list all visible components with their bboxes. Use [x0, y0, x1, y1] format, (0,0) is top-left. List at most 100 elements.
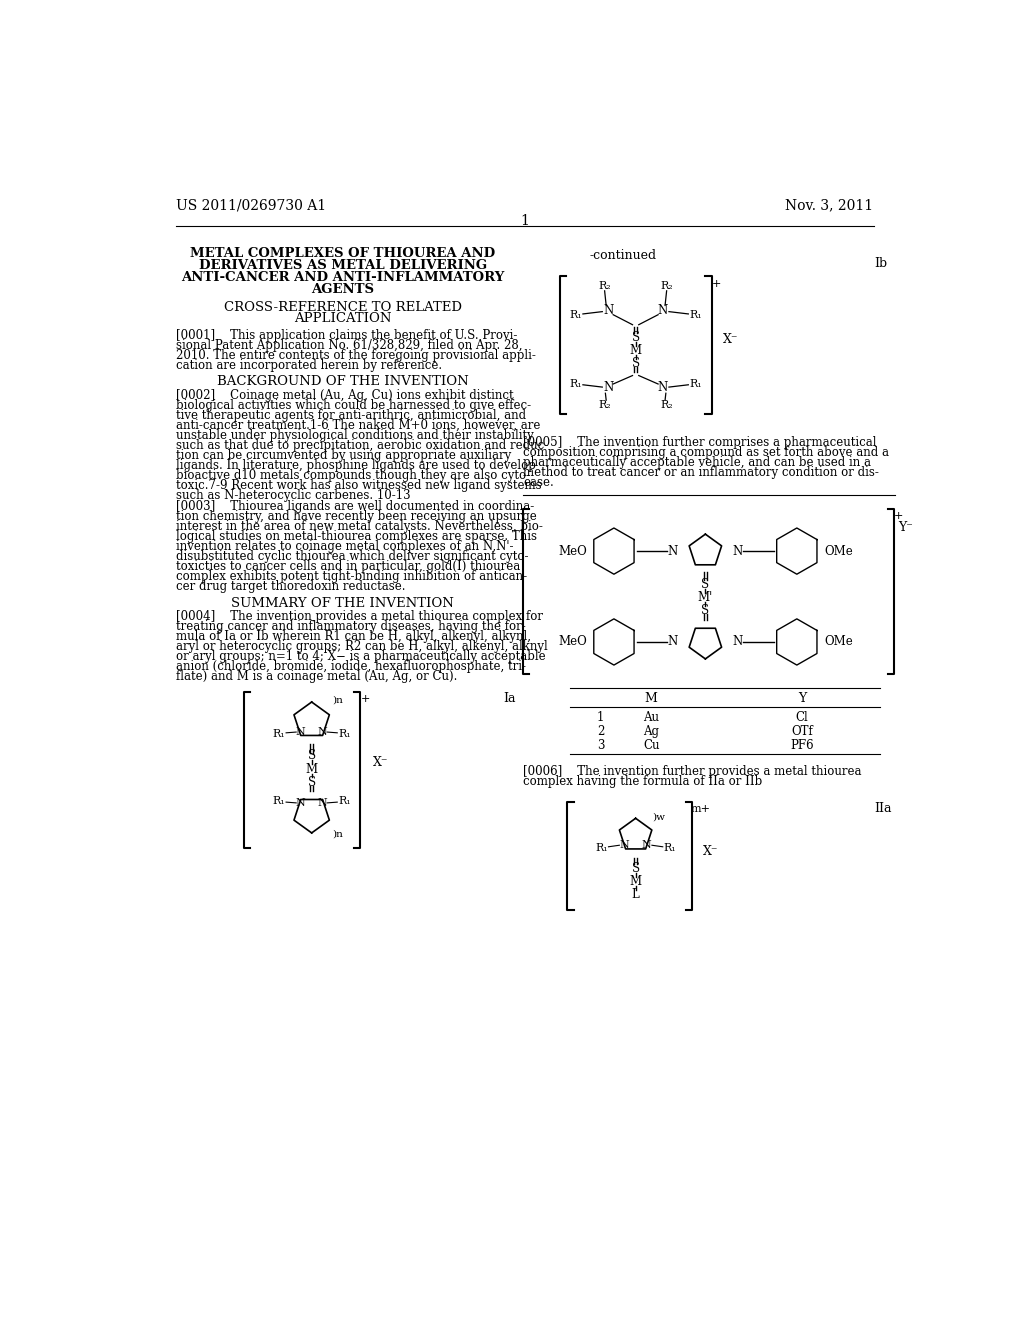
Text: +: +	[894, 511, 903, 521]
Text: N: N	[657, 305, 668, 317]
Text: Cl: Cl	[796, 711, 809, 723]
Text: CROSS-REFERENCE TO RELATED: CROSS-REFERENCE TO RELATED	[223, 301, 462, 314]
Text: R₂: R₂	[660, 281, 673, 292]
Text: S: S	[701, 603, 710, 616]
Text: anti-cancer treatment.1-6 The naked M+0 ions, however, are: anti-cancer treatment.1-6 The naked M+0 …	[176, 418, 541, 432]
Text: X⁻: X⁻	[703, 845, 719, 858]
Text: sional Patent Application No. 61/328,829, filed on Apr. 28,: sional Patent Application No. 61/328,829…	[176, 339, 522, 351]
Text: 3: 3	[597, 739, 604, 751]
Text: N: N	[296, 727, 306, 737]
Text: IIa: IIa	[873, 803, 891, 816]
Text: Cu: Cu	[643, 739, 659, 751]
Text: L: L	[632, 888, 640, 902]
Text: N: N	[317, 797, 328, 808]
Text: OMe: OMe	[824, 635, 853, 648]
Text: M: M	[630, 343, 642, 356]
Text: cation are incorporated herein by reference.: cation are incorporated herein by refere…	[176, 359, 442, 372]
Text: R₁: R₁	[338, 729, 350, 739]
Text: N: N	[642, 841, 651, 850]
Text: mula of Ia or Ib wherein R1 can be H, alkyl, alkenyl, alkynl,: mula of Ia or Ib wherein R1 can be H, al…	[176, 631, 531, 643]
Text: ANTI-CANCER AND ANTI-INFLAMMATORY: ANTI-CANCER AND ANTI-INFLAMMATORY	[181, 271, 505, 284]
Text: anion (chloride, bromide, iodide, hexafluorophosphate, tri-: anion (chloride, bromide, iodide, hexafl…	[176, 660, 526, 673]
Text: pharmaceutically acceptable vehicle, and can be used in a: pharmaceutically acceptable vehicle, and…	[523, 455, 871, 469]
Text: METAL COMPLEXES OF THIOUREA AND: METAL COMPLEXES OF THIOUREA AND	[190, 247, 496, 260]
Text: Au: Au	[643, 711, 659, 723]
Text: -continued: -continued	[589, 249, 656, 263]
Text: N: N	[733, 635, 743, 648]
Text: ease.: ease.	[523, 475, 554, 488]
Text: R₁: R₁	[595, 842, 608, 853]
Text: BACKGROUND OF THE INVENTION: BACKGROUND OF THE INVENTION	[217, 375, 469, 388]
Text: tion chemistry, and have recently been receiving an upsurge: tion chemistry, and have recently been r…	[176, 511, 537, 523]
Text: such as N-heterocyclic carbenes. 10-13: such as N-heterocyclic carbenes. 10-13	[176, 488, 411, 502]
Text: R₂: R₂	[660, 400, 673, 409]
Text: Nov. 3, 2011: Nov. 3, 2011	[785, 198, 873, 213]
Text: R₁: R₁	[272, 796, 286, 807]
Text: APPLICATION: APPLICATION	[294, 313, 391, 326]
Text: invention relates to coinage metal complexes of an N,N'-: invention relates to coinage metal compl…	[176, 540, 514, 553]
Text: such as that due to precipitation, aerobic oxidation and reduc-: such as that due to precipitation, aerob…	[176, 438, 548, 451]
Text: R₁: R₁	[689, 379, 701, 389]
Text: M: M	[630, 875, 642, 888]
Text: R₁: R₁	[689, 310, 701, 319]
Text: DERIVATIVES AS METAL DELIVERING: DERIVATIVES AS METAL DELIVERING	[199, 259, 486, 272]
Text: complex exhibits potent tight-binding inhibition of antican-: complex exhibits potent tight-binding in…	[176, 570, 527, 583]
Text: [0001]    This application claims the benefit of U.S. Provi-: [0001] This application claims the benef…	[176, 329, 517, 342]
Text: Ia: Ia	[503, 692, 515, 705]
Text: X⁻: X⁻	[722, 333, 738, 346]
Text: US 2011/0269730 A1: US 2011/0269730 A1	[176, 198, 327, 213]
Text: flate) and M is a coinage metal (Au, Ag, or Cu).: flate) and M is a coinage metal (Au, Ag,…	[176, 671, 458, 684]
Text: N: N	[603, 381, 613, 395]
Text: M: M	[645, 693, 657, 705]
Text: )n: )n	[332, 830, 343, 840]
Text: N: N	[668, 545, 678, 557]
Text: cer drug target thioredoxin reductase.: cer drug target thioredoxin reductase.	[176, 581, 406, 594]
Text: N: N	[657, 381, 668, 395]
Text: R₁: R₁	[664, 842, 676, 853]
Text: Ag: Ag	[643, 725, 659, 738]
Text: m+: m+	[690, 804, 711, 814]
Text: R₁: R₁	[338, 796, 350, 807]
Text: )w: )w	[652, 812, 666, 821]
Text: AGENTS: AGENTS	[311, 282, 374, 296]
Text: R₁: R₁	[569, 379, 583, 389]
Text: X⁻: X⁻	[373, 756, 388, 770]
Text: disubstituted cyclic thiourea which deliver significant cyto-: disubstituted cyclic thiourea which deli…	[176, 550, 528, 564]
Text: [0005]    The invention further comprises a pharmaceutical: [0005] The invention further comprises a…	[523, 436, 877, 449]
Text: R₂: R₂	[598, 400, 611, 409]
Text: S: S	[632, 356, 640, 370]
Text: S: S	[632, 862, 640, 875]
Text: aryl or heterocyclic groups; R2 can be H, alkyl, alkenyl, alknyl: aryl or heterocyclic groups; R2 can be H…	[176, 640, 548, 653]
Text: complex having the formula of IIa or IIb: complex having the formula of IIa or IIb	[523, 775, 763, 788]
Text: interest in the area of new metal catalysts. Nevertheless, bio-: interest in the area of new metal cataly…	[176, 520, 543, 533]
Text: N: N	[603, 305, 613, 317]
Text: N: N	[620, 841, 630, 850]
Text: toxicties to cancer cells and in particular, gold(I) thiourea: toxicties to cancer cells and in particu…	[176, 561, 520, 573]
Text: M': M'	[697, 591, 713, 603]
Text: OTf: OTf	[792, 725, 813, 738]
Text: S: S	[701, 578, 710, 591]
Text: 1: 1	[597, 711, 604, 723]
Text: tion can be circumvented by using appropriate auxiliary: tion can be circumvented by using approp…	[176, 449, 511, 462]
Text: M: M	[305, 763, 317, 776]
Text: Y⁻: Y⁻	[898, 521, 913, 535]
Text: MeO: MeO	[558, 545, 587, 557]
Text: R₁: R₁	[569, 310, 583, 319]
Text: [0002]    Coinage metal (Au, Ag, Cu) ions exhibit distinct: [0002] Coinage metal (Au, Ag, Cu) ions e…	[176, 388, 514, 401]
Text: OMe: OMe	[824, 545, 853, 557]
Text: +: +	[712, 279, 721, 289]
Text: N: N	[733, 545, 743, 557]
Text: Ib: Ib	[874, 257, 888, 271]
Text: [0003]    Thiourea ligands are well documented in coordina-: [0003] Thiourea ligands are well documen…	[176, 500, 535, 513]
Text: N: N	[317, 727, 328, 737]
Text: [0006]    The invention further provides a metal thiourea: [0006] The invention further provides a …	[523, 766, 862, 779]
Text: biological activities which could be harnessed to give effec-: biological activities which could be har…	[176, 399, 531, 412]
Text: Y: Y	[798, 693, 806, 705]
Text: S: S	[307, 750, 315, 763]
Text: tive therapeutic agents for anti-arithric, antimicrobial, and: tive therapeutic agents for anti-arithri…	[176, 409, 526, 421]
Text: composition comprising a compound as set forth above and a: composition comprising a compound as set…	[523, 446, 889, 458]
Text: bioactive d10 metals compounds though they are also cyto-: bioactive d10 metals compounds though th…	[176, 469, 530, 482]
Text: unstable under physiological conditions and their instability: unstable under physiological conditions …	[176, 429, 534, 442]
Text: SUMMARY OF THE INVENTION: SUMMARY OF THE INVENTION	[231, 597, 454, 610]
Text: MeO: MeO	[558, 635, 587, 648]
